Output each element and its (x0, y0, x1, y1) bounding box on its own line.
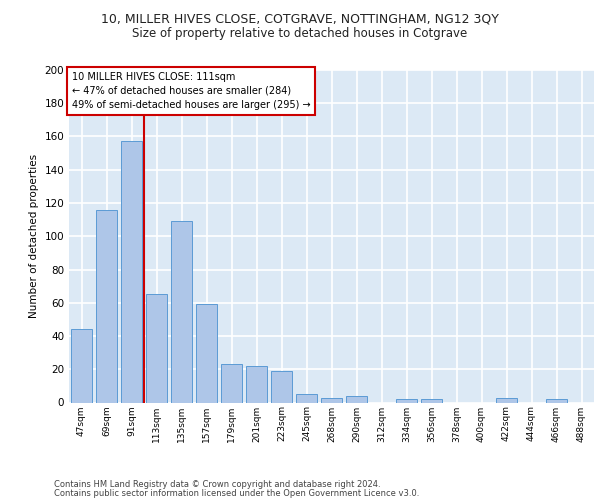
Bar (296, 394, 317, 402)
Bar (496, 398, 517, 402)
Text: Contains public sector information licensed under the Open Government Licence v3: Contains public sector information licen… (54, 488, 419, 498)
Text: 10 MILLER HIVES CLOSE: 111sqm
← 47% of detached houses are smaller (284)
49% of : 10 MILLER HIVES CLOSE: 111sqm ← 47% of d… (71, 72, 310, 110)
Y-axis label: Number of detached properties: Number of detached properties (29, 154, 39, 318)
Text: Size of property relative to detached houses in Cotgrave: Size of property relative to detached ho… (133, 28, 467, 40)
Bar (321, 398, 342, 402)
Text: Contains HM Land Registry data © Crown copyright and database right 2024.: Contains HM Land Registry data © Crown c… (54, 480, 380, 489)
Bar (271, 371, 292, 402)
Bar (171, 222, 192, 402)
Bar (221, 364, 242, 403)
Bar (246, 366, 267, 403)
Bar (196, 304, 217, 402)
Bar (146, 294, 167, 403)
Bar (546, 399, 567, 402)
Text: 10, MILLER HIVES CLOSE, COTGRAVE, NOTTINGHAM, NG12 3QY: 10, MILLER HIVES CLOSE, COTGRAVE, NOTTIN… (101, 12, 499, 26)
Bar (421, 399, 442, 402)
Bar (346, 396, 367, 402)
Bar (71, 330, 92, 402)
Bar (396, 399, 417, 402)
Bar (121, 142, 142, 402)
Bar (96, 210, 117, 402)
